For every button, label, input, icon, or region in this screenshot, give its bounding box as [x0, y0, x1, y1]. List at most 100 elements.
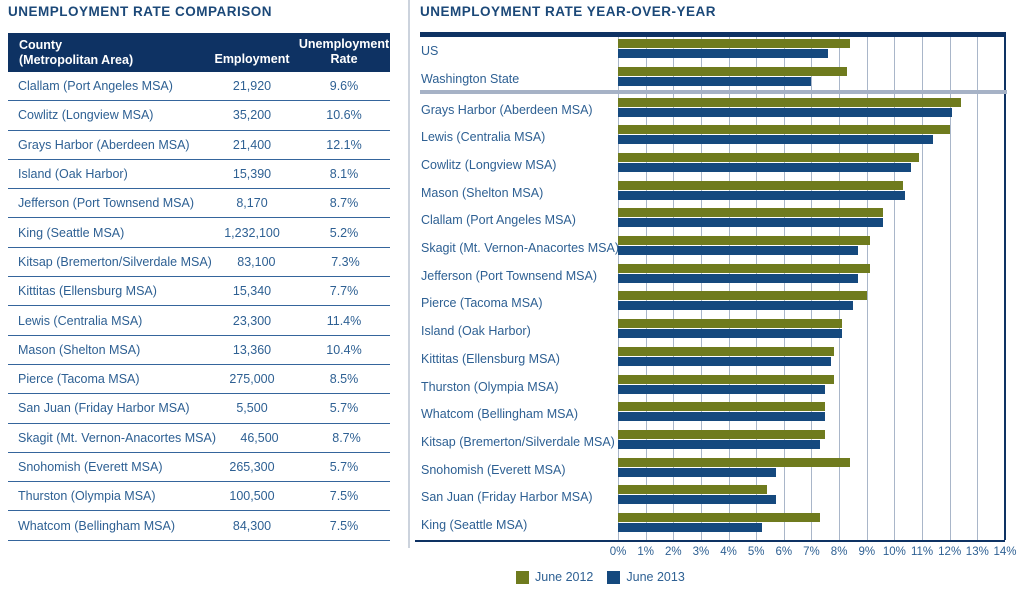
bar-june-2012: [618, 263, 870, 273]
gridline: [894, 37, 896, 540]
axis-tick-label: 14%: [993, 546, 1017, 558]
bar-june-2012: [618, 457, 851, 467]
chart-group-divider: [420, 90, 1007, 94]
gridline: [839, 37, 841, 540]
cell-county: Thurston (Olympia MSA): [18, 489, 156, 504]
legend-swatch-june-2013: [607, 570, 621, 584]
gridline: [756, 37, 758, 540]
bar-row-label: Mason (Shelton MSA): [421, 185, 544, 200]
gridline: [673, 37, 675, 540]
table-row: Cowlitz (Longview MSA) 35,200 10.6%: [8, 101, 390, 131]
cell-employment: 1,232,100: [224, 225, 280, 240]
table-row: Clallam (Port Angeles MSA) 21,920 9.6%: [8, 72, 390, 102]
bar-june-2013: [618, 218, 884, 228]
cell-rate: 5.7%: [329, 401, 359, 416]
cell-county: Jefferson (Port Townsend MSA): [18, 196, 195, 211]
bar-june-2013: [618, 384, 826, 394]
table-row: Island (Oak Harbor) 15,390 8.1%: [8, 160, 390, 190]
axis-tick-label: 0%: [609, 546, 627, 558]
bar-row-label: Clallam (Port Angeles MSA): [421, 213, 576, 228]
bar-june-2012: [618, 485, 768, 495]
bar-row-label: Grays Harbor (Aberdeen MSA): [421, 102, 593, 117]
bar-june-2013: [618, 135, 934, 145]
gridline: [922, 37, 924, 540]
legend-item: June 2012: [516, 570, 593, 584]
bar-row-label: King (Seattle MSA): [421, 518, 528, 532]
chart-top-rule: [420, 32, 1005, 37]
axis-tick-label: 10%: [882, 546, 906, 558]
axis-tick-label: 11%: [910, 546, 934, 558]
table-row: Snohomish (Everett MSA) 265,300 5.7%: [8, 453, 390, 483]
header-employment: Employment: [214, 52, 290, 66]
cell-rate: 8.5%: [329, 372, 359, 387]
legend-item: June 2013: [607, 570, 685, 584]
bar-row-label: Lewis (Centralia MSA): [421, 130, 546, 145]
axis-tick-label: 9%: [858, 546, 876, 558]
gridline: [1003, 32, 1006, 540]
header-line: Unemployment: [298, 37, 390, 51]
chart-axis-line: [415, 540, 1005, 542]
axis-tick-label: 7%: [803, 546, 820, 558]
table-row: San Juan (Friday Harbor MSA) 5,500 5.7%: [8, 394, 390, 424]
cell-employment: 83,100: [237, 254, 276, 269]
panel-divider: [408, 0, 410, 548]
axis-tick-label: 3%: [692, 546, 710, 558]
gridline: [700, 37, 702, 540]
bar-june-2012: [618, 180, 903, 190]
cell-employment: 15,340: [232, 284, 272, 299]
bar-june-2013: [618, 273, 859, 283]
bar-june-2012: [618, 429, 826, 439]
legend-label: June 2012: [535, 570, 594, 584]
table-rows: Clallam (Port Angeles MSA) 21,920 9.6% Cowl…: [8, 72, 390, 541]
axis-tick-label: 13%: [965, 546, 989, 558]
header-rate: Unemployment Rate: [298, 37, 390, 72]
bar-june-2013: [618, 329, 842, 339]
bar-june-2013: [618, 495, 776, 505]
gridline: [949, 37, 951, 540]
chart-title: UNEMPLOYMENT RATE YEAR-OVER-YEAR: [420, 4, 717, 19]
cell-rate: 8.1%: [329, 167, 359, 182]
bar-june-2012: [618, 67, 848, 76]
table-row: Jefferson (Port Townsend MSA) 8,170 8.7%: [8, 189, 390, 219]
bar-row-label: Jefferson (Port Townsend MSA): [421, 268, 598, 283]
cell-rate: 7.7%: [329, 284, 359, 299]
cell-rate: 10.4%: [326, 342, 362, 357]
chart-panel: UNEMPLOYMENT RATE YEAR-OVER-YEAR 0% 1% 2% 3…: [408, 0, 1036, 602]
table-row: Skagit (Mt. Vernon-Anacortes MSA) 46,500 8…: [8, 424, 390, 453]
cell-county: Pierce (Tacoma MSA): [18, 372, 140, 387]
header-line: Rate: [330, 52, 358, 66]
table-row: Whatcom (Bellingham MSA) 84,300 7.5%: [8, 511, 390, 541]
legend-label: June 2013: [626, 570, 685, 584]
cell-employment: 8,170: [236, 196, 268, 211]
bar-june-2012: [618, 291, 867, 301]
cell-county: Island (Oak Harbor): [18, 167, 128, 182]
table-row: King (Seattle MSA) 1,232,100 5.2%: [8, 218, 390, 248]
header-line: (Metropolitan Area): [19, 53, 134, 67]
cell-county: Kittitas (Ellensburg MSA): [18, 284, 157, 299]
cell-rate: 9.6%: [329, 79, 359, 94]
cell-county: Kitsap (Bremerton/Silverdale MSA): [18, 254, 212, 269]
bar-june-2012: [618, 125, 950, 135]
bar-june-2012: [618, 346, 834, 356]
bar-june-2013: [618, 467, 776, 477]
cell-rate: 5.7%: [329, 460, 359, 474]
cell-county: Skagit (Mt. Vernon-Anacortes MSA): [18, 430, 216, 445]
bar-june-2012: [618, 97, 961, 107]
cell-rate: 7.3%: [331, 254, 360, 269]
bar-row-label: Washington State: [421, 72, 520, 86]
bar-june-2013: [618, 412, 826, 422]
header-line: County: [19, 38, 63, 52]
gridline: [783, 37, 785, 540]
header-county: County (Metropolitan Area): [8, 33, 206, 72]
bar-june-2012: [618, 513, 820, 522]
bar-june-2012: [618, 39, 851, 48]
cell-rate: 8.7%: [329, 196, 359, 211]
bar-row-label: Pierce (Tacoma MSA): [421, 296, 543, 311]
cell-employment: 5,500: [236, 401, 268, 416]
bar-row-label: Thurston (Olympia MSA): [421, 379, 559, 394]
cell-county: Whatcom (Bellingham MSA): [18, 518, 175, 533]
bar-june-2013: [618, 523, 762, 532]
cell-employment: 46,500: [240, 430, 279, 445]
legend: June 2012 June 2013: [516, 570, 699, 584]
